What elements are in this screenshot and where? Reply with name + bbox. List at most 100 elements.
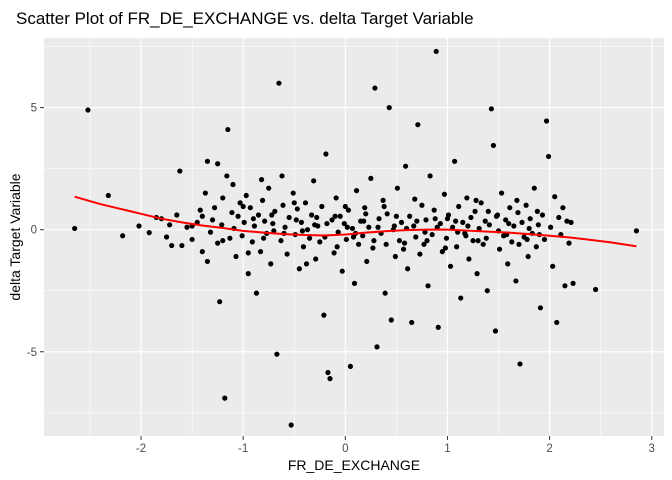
data-point — [286, 214, 292, 221]
data-point — [534, 208, 540, 214]
data-point — [490, 142, 497, 149]
data-point — [412, 196, 418, 202]
data-point — [284, 251, 290, 257]
data-point — [422, 229, 428, 235]
data-point — [337, 213, 343, 219]
data-point — [215, 161, 221, 167]
data-point — [482, 218, 488, 224]
data-point — [353, 188, 360, 194]
data-point — [215, 240, 221, 246]
data-point — [515, 209, 521, 216]
data-point — [458, 295, 464, 301]
data-point — [516, 241, 522, 247]
data-point — [513, 278, 519, 284]
data-point — [197, 207, 203, 213]
data-point — [247, 205, 253, 211]
data-point — [447, 263, 454, 269]
data-point — [562, 283, 568, 289]
data-point — [344, 224, 350, 230]
data-point — [592, 286, 599, 293]
data-point — [424, 238, 430, 244]
data-point — [364, 258, 370, 265]
data-point — [435, 324, 441, 330]
data-point — [550, 263, 556, 269]
data-point — [288, 422, 294, 428]
data-point — [419, 202, 425, 208]
data-point — [488, 106, 494, 112]
data-point — [321, 312, 327, 318]
data-point — [568, 219, 574, 225]
data-point — [463, 233, 469, 239]
data-point — [533, 244, 539, 250]
data-point — [366, 224, 372, 230]
data-point — [177, 168, 183, 174]
data-point — [407, 213, 413, 219]
data-point — [294, 206, 300, 212]
data-point — [526, 225, 532, 232]
data-point — [333, 195, 339, 201]
x-tick-label: -1 — [238, 443, 248, 455]
data-point — [293, 217, 299, 223]
data-point — [262, 218, 268, 224]
data-point — [253, 290, 260, 296]
data-point — [474, 271, 480, 277]
data-point — [519, 219, 525, 225]
data-point — [525, 253, 531, 260]
data-point — [392, 253, 398, 260]
data-point — [633, 228, 640, 234]
data-point — [473, 197, 479, 203]
chart-title: Scatter Plot of FR_DE_EXCHANGE vs. delta… — [16, 9, 474, 28]
data-point — [199, 213, 205, 219]
data-point — [423, 217, 429, 223]
data-point — [72, 225, 78, 232]
data-point — [270, 220, 276, 227]
data-point — [146, 230, 152, 236]
data-point — [496, 246, 503, 252]
data-point — [396, 238, 403, 244]
data-point — [299, 228, 306, 234]
data-point — [331, 250, 337, 256]
data-point — [375, 224, 381, 230]
data-point — [376, 216, 382, 222]
data-point — [548, 224, 554, 230]
data-point — [507, 205, 513, 211]
data-point — [398, 219, 405, 225]
data-point — [552, 194, 558, 200]
data-point — [545, 153, 552, 160]
x-tick-label: 1 — [444, 443, 450, 455]
data-point — [261, 235, 267, 241]
data-point — [209, 217, 216, 223]
data-point — [296, 266, 302, 272]
data-point — [380, 197, 386, 203]
data-point — [449, 224, 456, 230]
data-point — [454, 244, 460, 250]
data-point — [483, 235, 489, 241]
data-point — [505, 261, 511, 267]
data-point — [220, 195, 226, 201]
data-point — [304, 227, 311, 233]
data-point — [169, 242, 175, 249]
y-tick-label: 0 — [31, 225, 37, 237]
data-point — [539, 212, 546, 218]
data-point — [204, 158, 211, 164]
data-point — [514, 197, 520, 203]
data-point — [431, 207, 437, 213]
data-point — [360, 233, 366, 239]
data-point — [279, 173, 285, 179]
data-point — [311, 178, 317, 184]
data-point — [268, 261, 274, 267]
data-point — [411, 223, 417, 229]
data-point — [319, 203, 325, 210]
data-point — [120, 233, 126, 239]
data-point — [484, 288, 490, 294]
data-point — [334, 244, 340, 250]
data-point — [342, 203, 348, 210]
data-point — [486, 222, 492, 228]
data-point — [402, 163, 409, 169]
data-point — [425, 283, 431, 289]
data-point — [537, 305, 544, 311]
data-point — [202, 190, 208, 196]
data-point — [460, 219, 466, 225]
data-point — [439, 249, 445, 255]
data-point — [506, 220, 512, 227]
